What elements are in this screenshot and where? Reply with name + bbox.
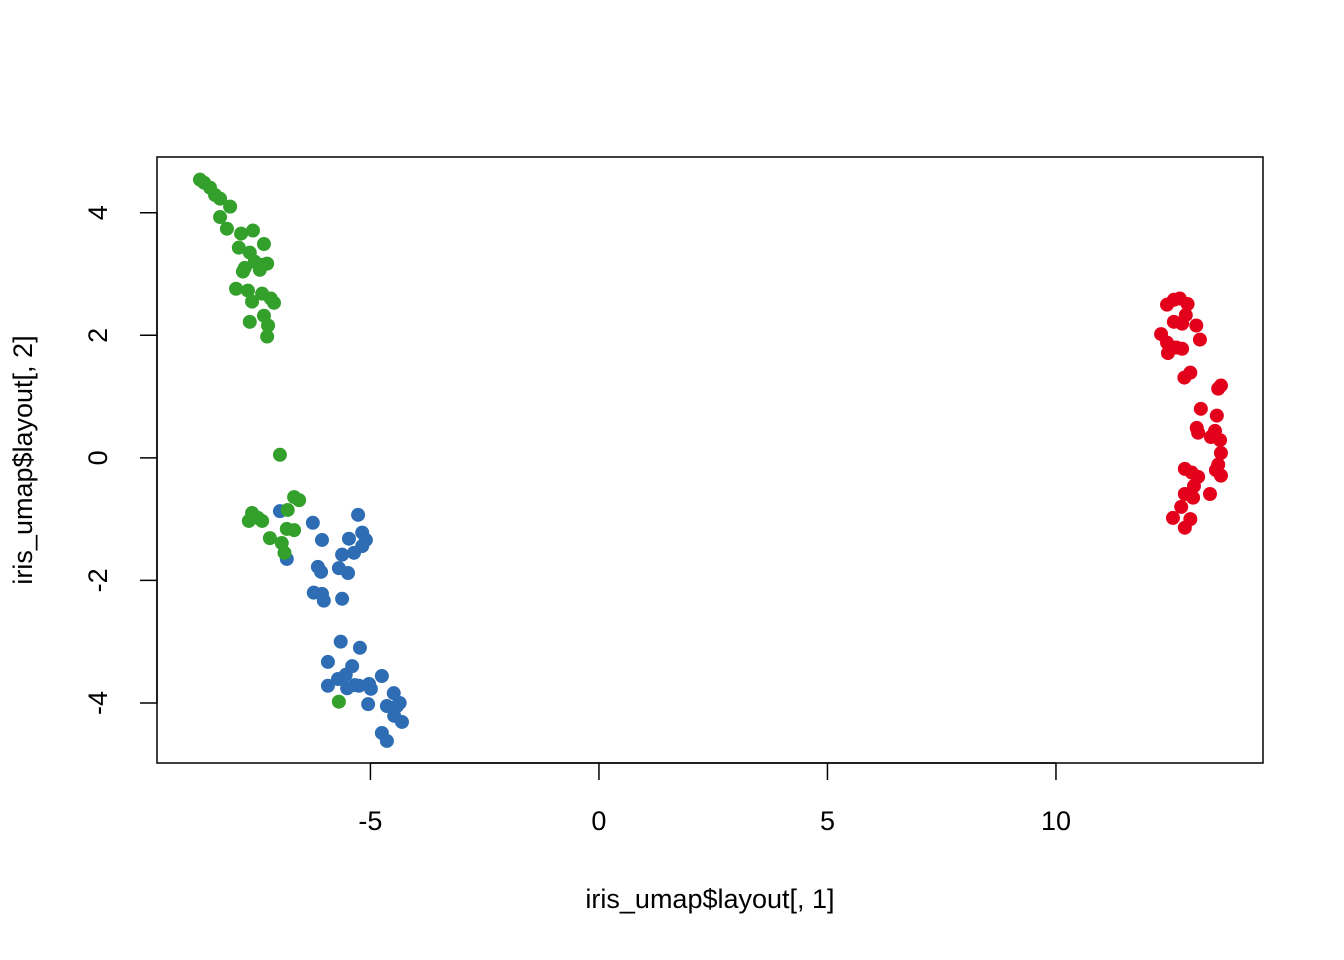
- point: [1175, 341, 1190, 356]
- point: [1189, 318, 1204, 333]
- point: [1213, 378, 1228, 393]
- point: [256, 237, 271, 252]
- point: [341, 566, 356, 581]
- point: [1202, 487, 1217, 502]
- point: [361, 697, 376, 712]
- point: [1213, 433, 1228, 448]
- point: [305, 515, 320, 530]
- point: [1213, 468, 1228, 483]
- y-tick-label: 4: [83, 205, 113, 220]
- point: [379, 733, 394, 748]
- point: [255, 513, 270, 528]
- y-axis-title: iris_umap$layout[, 2]: [8, 335, 38, 584]
- point: [223, 199, 238, 214]
- point: [240, 283, 255, 298]
- point: [241, 513, 256, 528]
- point: [314, 564, 329, 579]
- point: [320, 678, 335, 693]
- point: [316, 593, 331, 608]
- point: [260, 256, 275, 271]
- point: [1209, 408, 1224, 423]
- point: [292, 493, 307, 508]
- point: [346, 545, 361, 560]
- point: [260, 329, 275, 344]
- point: [266, 295, 281, 310]
- x-tick-label: -5: [358, 806, 382, 836]
- point: [330, 672, 345, 687]
- point: [1174, 499, 1189, 514]
- point: [1193, 401, 1208, 416]
- point: [320, 654, 335, 669]
- point: [1191, 425, 1206, 440]
- point: [213, 191, 228, 206]
- point: [351, 507, 366, 522]
- y-tick-label: -4: [83, 691, 113, 715]
- point: [287, 523, 302, 538]
- point: [1186, 490, 1201, 505]
- point: [352, 640, 367, 655]
- point: [331, 694, 346, 709]
- point: [335, 547, 350, 562]
- plot-box: [156, 156, 1264, 764]
- point: [231, 240, 246, 255]
- point: [335, 591, 350, 606]
- point: [394, 714, 409, 729]
- x-tick-label: 0: [591, 806, 606, 836]
- point: [280, 502, 295, 517]
- point: [245, 223, 260, 238]
- x-tick-label: 10: [1041, 806, 1071, 836]
- point: [219, 221, 234, 236]
- point: [392, 695, 407, 710]
- point: [261, 318, 276, 333]
- point: [1160, 346, 1175, 361]
- point: [235, 264, 250, 279]
- point: [1177, 370, 1192, 385]
- y-tick-label: -2: [83, 568, 113, 592]
- point: [229, 281, 244, 296]
- point: [234, 226, 249, 241]
- point: [272, 447, 287, 462]
- point: [333, 634, 348, 649]
- point: [1213, 445, 1228, 460]
- point: [374, 668, 389, 683]
- point: [340, 681, 355, 696]
- point: [1186, 479, 1201, 494]
- point: [213, 210, 228, 225]
- point: [1177, 520, 1192, 535]
- y-tick-label: 2: [83, 328, 113, 343]
- point: [242, 314, 257, 329]
- point: [363, 681, 378, 696]
- point: [314, 532, 329, 547]
- point: [341, 531, 356, 546]
- point: [277, 545, 292, 560]
- point: [379, 699, 394, 714]
- x-axis-title: iris_umap$layout[, 1]: [585, 884, 834, 914]
- x-tick-label: 5: [820, 806, 835, 836]
- point: [262, 531, 277, 546]
- point: [245, 294, 260, 309]
- y-tick-label: 0: [83, 450, 113, 465]
- point: [1165, 510, 1180, 525]
- point: [1175, 316, 1190, 331]
- point: [1180, 297, 1195, 312]
- point: [1192, 332, 1207, 347]
